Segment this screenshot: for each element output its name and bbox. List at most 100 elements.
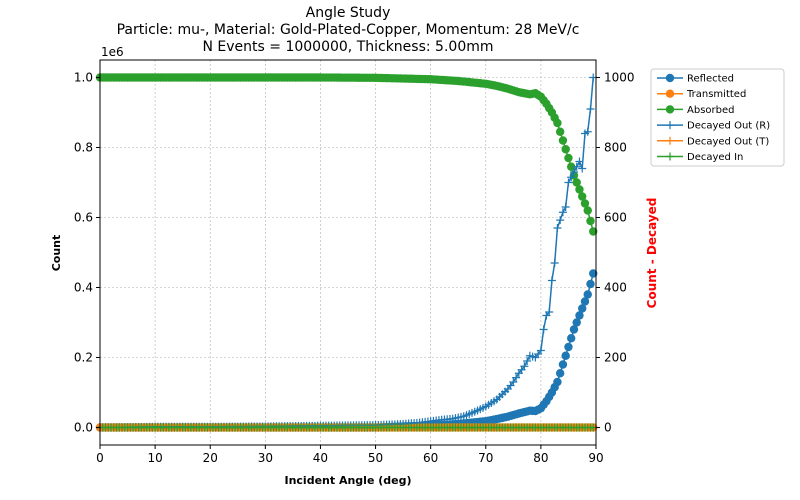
x-axis-label: Incident Angle (deg) (284, 474, 411, 487)
left-offset-label: 1e6 (101, 45, 124, 59)
plot-frame (99, 59, 597, 446)
data-point (583, 290, 592, 299)
x-tick-label: 40 (313, 451, 328, 465)
data-point (564, 178, 573, 187)
grid (99, 60, 597, 445)
x-tick-label: 70 (478, 451, 493, 465)
data-point (539, 325, 548, 334)
legend-marker (665, 105, 675, 114)
legend-entry: Decayed Out (R) (657, 121, 770, 132)
data-point (556, 216, 565, 225)
y-axis-label-right: Count - Decayed (645, 198, 659, 309)
ticks: 0 10 20 30 40 50 60 70 80 90 0.0 0.2 0.4 0.6 0.8 1.0 0 20… (74, 71, 635, 466)
chart-title-line-2: Particle: mu-, Material: Gold-Plated-Cop… (117, 22, 580, 38)
legend-label: Decayed Out (T) (687, 136, 769, 147)
x-tick-label: 10 (147, 451, 162, 465)
legend: Reflected Transmitted Absorbed Decayed Out … (650, 68, 785, 167)
data-point (561, 203, 570, 211)
data-point (564, 342, 573, 352)
y-tick-label-left: 0.6 (74, 211, 93, 225)
data-point (555, 369, 565, 378)
series-layer (95, 73, 598, 432)
y-tick-label-right: 600 (604, 211, 627, 225)
data-point (558, 208, 567, 217)
data-point (572, 162, 581, 171)
data-point (553, 224, 562, 232)
y-tick-label-right: 0 (604, 421, 612, 435)
legend-marker (666, 121, 674, 130)
legend-entry: Decayed Out (T) (657, 136, 769, 147)
data-point (536, 346, 545, 355)
data-point (583, 127, 592, 136)
x-tick-label: 80 (533, 451, 548, 465)
data-point (572, 318, 581, 327)
data-point (586, 279, 595, 289)
data-point (569, 325, 579, 334)
legend-marker (666, 136, 674, 145)
data-point (547, 276, 556, 285)
y-tick-label-left: 0.2 (74, 351, 93, 365)
data-point (520, 362, 529, 371)
data-point (578, 192, 587, 201)
data-point (561, 145, 570, 154)
y-tick-label-right: 1000 (604, 71, 635, 85)
series-reflected (95, 269, 598, 432)
data-point (555, 127, 565, 136)
legend-marker (665, 89, 675, 98)
x-tick-label: 50 (368, 451, 383, 465)
chart-title-line-1: Angle Study (306, 5, 391, 21)
data-point (583, 206, 592, 215)
legend-marker (665, 73, 675, 83)
data-point (567, 173, 576, 182)
legend-label: Decayed Out (R) (687, 121, 770, 132)
legend-label: Decayed In (687, 152, 743, 163)
legend-label: Reflected (687, 74, 734, 85)
series-decayed-in (96, 423, 598, 432)
data-point (550, 259, 559, 267)
data-point (558, 136, 568, 145)
data-point (523, 357, 532, 365)
data-point (589, 227, 598, 236)
legend-entry: Decayed In (657, 152, 743, 163)
data-point (586, 105, 595, 113)
data-point (564, 153, 573, 163)
data-point (575, 157, 584, 166)
data-point (589, 269, 598, 278)
data-point (509, 378, 518, 386)
x-tick-label: 90 (588, 451, 603, 465)
legend-label: Absorbed (687, 105, 734, 116)
data-point (586, 216, 595, 226)
legend-marker (666, 152, 674, 161)
y-tick-label-left: 0.4 (74, 281, 93, 295)
y-tick-label-left: 0.0 (74, 421, 93, 435)
data-point (578, 164, 587, 173)
x-tick-label: 20 (203, 451, 218, 465)
x-tick-label: 30 (258, 451, 273, 465)
series-absorbed (95, 73, 598, 236)
data-point (567, 162, 576, 171)
chart-title-line-3: N Events = 1000000, Thickness: 5.00mm (202, 39, 493, 55)
series-line (100, 273, 594, 429)
y-tick-label-left: 1.0 (74, 71, 93, 85)
data-point (558, 360, 568, 369)
data-point (553, 377, 562, 387)
x-tick-label: 60 (423, 451, 438, 465)
data-point (575, 311, 584, 320)
series-line (100, 76, 594, 232)
data-point (569, 168, 578, 176)
data-point (580, 199, 590, 208)
data-point (512, 373, 521, 382)
y-tick-label-right: 200 (604, 351, 627, 365)
y-axis-label-left: Count (50, 235, 63, 272)
y-tick-label-right: 400 (604, 281, 627, 295)
legend-entry: Absorbed (657, 105, 734, 116)
series-decayed-out-r- (96, 73, 598, 432)
data-point (575, 185, 584, 194)
data-point (578, 304, 587, 313)
legend-box (650, 68, 785, 167)
legend-label: Transmitted (686, 89, 746, 100)
y-tick-label-right: 800 (604, 141, 627, 155)
legend-entry: Reflected (657, 74, 734, 85)
data-point (572, 178, 581, 187)
